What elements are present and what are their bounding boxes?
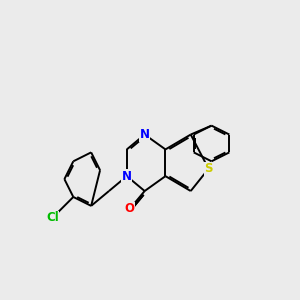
Text: O: O [125,202,135,215]
Text: N: N [122,170,132,183]
Text: S: S [204,162,213,175]
Text: Cl: Cl [46,211,59,224]
Text: N: N [140,128,150,141]
